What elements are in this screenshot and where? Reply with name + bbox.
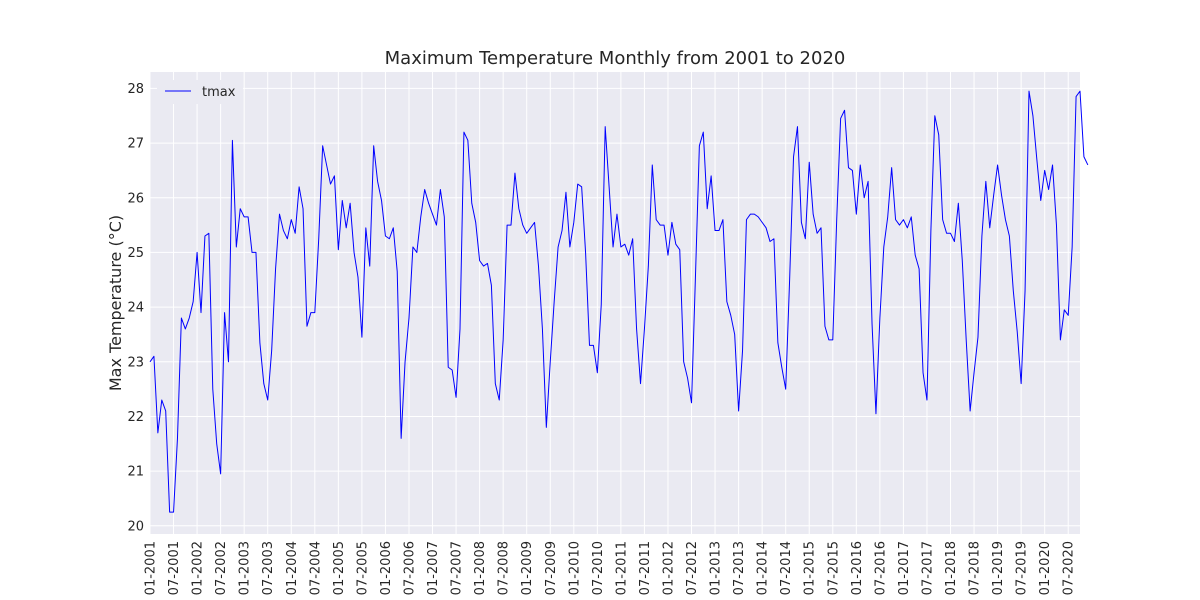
chart-title: Maximum Temperature Monthly from 2001 to… — [385, 48, 846, 69]
x-tick-label: 01-2017 — [897, 541, 912, 595]
series-line-tmax — [149, 90, 1089, 513]
x-tick-label: 01-2011 — [614, 541, 629, 595]
x-tick-label: 07-2010 — [591, 541, 606, 595]
x-tick-label: 01-2003 — [238, 541, 253, 595]
x-tick-label: 07-2019 — [1015, 541, 1030, 595]
legend-label-tmax: tmax — [202, 85, 236, 100]
x-tick-label: 07-2012 — [685, 541, 700, 595]
x-tick-label: 07-2008 — [497, 541, 512, 595]
x-tick-label: 07-2017 — [920, 541, 935, 595]
x-tick-label: 07-2016 — [873, 541, 888, 595]
x-tick-label: 07-2018 — [968, 541, 983, 595]
plot-area — [150, 72, 1080, 534]
y-tick-label: 28 — [127, 82, 144, 97]
y-tick-label: 23 — [127, 355, 144, 370]
x-tick-label: 07-2011 — [638, 541, 653, 595]
x-tick-label: 07-2004 — [308, 541, 323, 595]
x-tick-label: 07-2003 — [261, 541, 276, 595]
x-tick-label: 01-2019 — [991, 541, 1006, 595]
x-tick-label: 07-2015 — [826, 541, 841, 595]
x-tick-label: 01-2002 — [191, 541, 206, 595]
x-tick-label: 07-2005 — [355, 541, 370, 595]
legend-box — [157, 80, 243, 104]
y-tick-label: 26 — [127, 191, 144, 206]
x-tick-label: 01-2012 — [661, 541, 676, 595]
x-tick-label: 01-2016 — [850, 541, 865, 595]
x-tick-label: 01-2014 — [756, 541, 771, 595]
y-tick-label: 27 — [127, 137, 144, 152]
x-tick-label: 07-2013 — [732, 541, 747, 595]
y-axis: 20 21 22 23 24 25 26 27 28 — [127, 82, 144, 534]
y-tick-label: 25 — [127, 246, 144, 261]
x-tick-label: 01-2018 — [944, 541, 959, 595]
x-tick-label: 07-2002 — [214, 541, 229, 595]
x-tick-label: 01-2008 — [473, 541, 488, 595]
x-tick-label: 07-2006 — [402, 541, 417, 595]
x-tick-label: 07-2020 — [1062, 541, 1077, 595]
x-tick-label: 01-2004 — [285, 541, 300, 595]
y-axis-label: Max Temperature (°C) — [106, 215, 125, 391]
y-tick-label: 21 — [127, 465, 144, 480]
x-axis: 01-2001 07-2001 01-2002 07-2002 01-2003 07-20… — [144, 541, 1077, 595]
x-tick-label: 07-2007 — [450, 541, 465, 595]
x-tick-label: 01-2009 — [520, 541, 535, 595]
legend: tmax — [157, 80, 243, 104]
x-tick-label: 01-2007 — [426, 541, 441, 595]
series-layer — [149, 90, 1089, 513]
y-tick-label: 24 — [127, 301, 144, 316]
x-tick-label: 01-2005 — [332, 541, 347, 595]
x-tick-label: 01-2010 — [567, 541, 582, 595]
x-tick-label: 01-2015 — [803, 541, 818, 595]
grid — [149, 72, 1080, 534]
x-tick-label: 01-2020 — [1038, 541, 1053, 595]
x-tick-label: 01-2006 — [379, 541, 394, 595]
x-tick-label: 01-2001 — [144, 541, 159, 595]
x-tick-label: 07-2001 — [167, 541, 182, 595]
x-tick-label: 07-2009 — [544, 541, 559, 595]
y-tick-label: 22 — [127, 410, 144, 425]
x-tick-label: 07-2014 — [779, 541, 794, 595]
x-tick-label: 01-2013 — [709, 541, 724, 595]
y-tick-label: 20 — [127, 519, 144, 534]
